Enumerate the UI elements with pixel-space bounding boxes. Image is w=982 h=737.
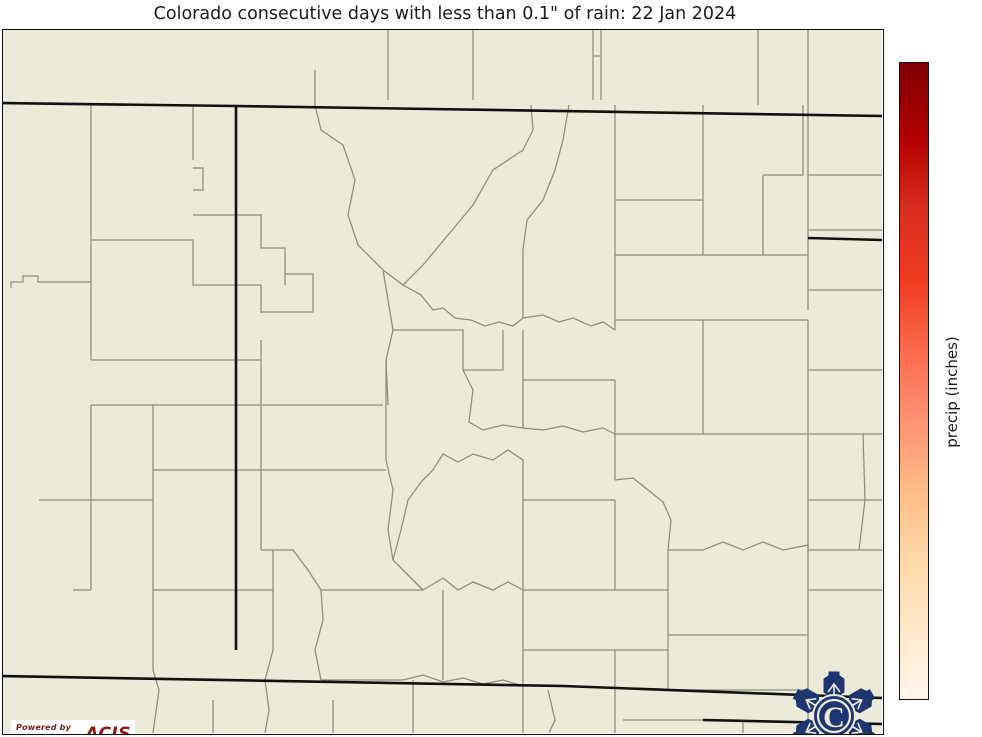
snowflake-letter: C xyxy=(823,701,845,734)
acis-wordmark: ACIS xyxy=(85,724,131,735)
station-marker-layer xyxy=(3,30,883,734)
state-boundaries xyxy=(3,101,882,726)
colorbar-axis-label: precip (inches) xyxy=(943,336,961,448)
acis-logo: Powered by ACIS Regional Climate Centers xyxy=(11,720,135,735)
colorbar-gradient xyxy=(899,62,929,700)
acis-swoosh-icon xyxy=(15,734,131,735)
colorado-climate-center-snowflake-icon: C xyxy=(786,670,882,734)
map-canvas: C Powered by ACIS Regional Climate Cente… xyxy=(2,29,884,735)
page-title: Colorado consecutive days with less than… xyxy=(153,4,737,24)
acis-powered-by-label: Powered by xyxy=(16,723,71,732)
colorado-map-svg xyxy=(3,30,882,733)
county-boundaries xyxy=(10,30,882,733)
colorbar: precip (inches) xyxy=(899,62,982,704)
